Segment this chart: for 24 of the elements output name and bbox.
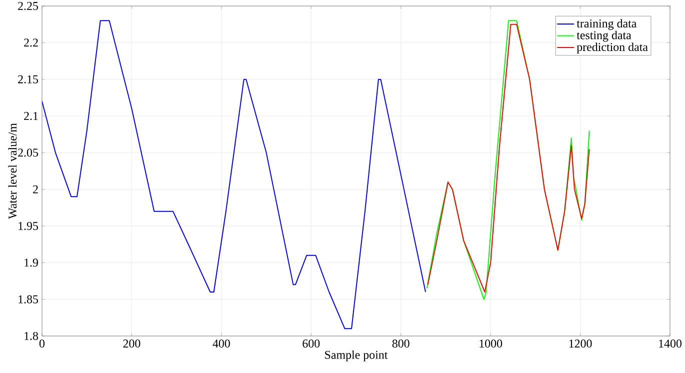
x-tick-label: 0 (39, 340, 45, 348)
y-tick-label: 2.1 (24, 112, 38, 120)
line-series (42, 20, 426, 330)
y-tick-label: 2.2 (24, 38, 38, 47)
y-tick-label: 1.8 (24, 332, 38, 340)
y-tick-label: 2.05 (18, 148, 38, 157)
y-axis-title: Water level value/m (8, 123, 17, 219)
x-tick-label: 1000 (480, 340, 502, 348)
y-tick-label: 1.85 (18, 295, 38, 304)
y-tick-label: 1.9 (24, 258, 38, 267)
legend-label: prediction data (576, 42, 648, 54)
y-tick-label: 2.25 (18, 2, 38, 10)
y-tick-label: 2.15 (18, 75, 38, 84)
legend-label: testing data (576, 30, 632, 42)
y-tick-label: 2 (33, 185, 38, 194)
x-tick-label: 600 (302, 340, 320, 348)
y-tick-label: 1.95 (18, 222, 38, 230)
x-tick-label: 200 (123, 340, 140, 348)
x-tick-label: 1400 (659, 340, 682, 348)
legend-label: training data (576, 19, 637, 30)
x-axis-title: Sample point (325, 350, 388, 362)
x-tick-label: 1200 (569, 340, 592, 348)
x-tick-label: 400 (212, 340, 230, 348)
x-tick-label: 800 (392, 340, 410, 348)
